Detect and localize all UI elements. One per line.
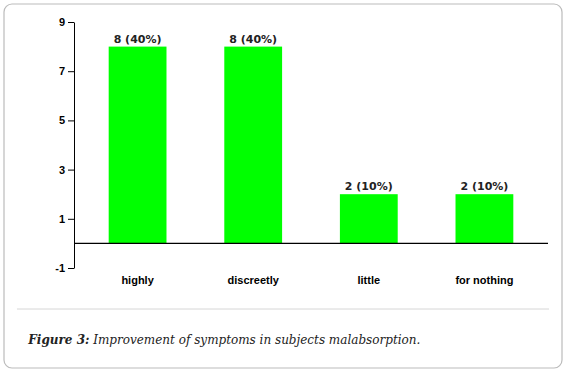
- y-tick-mark: [68, 268, 74, 269]
- y-tick-label: -1: [55, 262, 65, 274]
- bars: [109, 47, 514, 244]
- data-label: 2 (10%): [345, 180, 393, 193]
- x-tick: highly: [121, 274, 154, 286]
- x-tick: for nothing: [455, 274, 513, 286]
- data-label: 2 (10%): [460, 180, 508, 193]
- y-tick-label: 9: [59, 16, 65, 28]
- y-tick-mark: [68, 22, 74, 23]
- y-tick-mark: [68, 219, 74, 220]
- y-tick: 7: [59, 65, 74, 77]
- caption: Figure 3: Improvement of symptoms in sub…: [27, 333, 420, 347]
- data-label: 8 (40%): [114, 33, 162, 46]
- data-label: 8 (40%): [229, 33, 277, 46]
- y-tick: 9: [59, 16, 74, 28]
- plot: -1 1 3 5 7 9 highly discreetly little for nothing…: [55, 16, 548, 286]
- x-tick: little: [357, 274, 380, 286]
- x-tick-label: little: [357, 274, 380, 286]
- y-tick: 3: [59, 164, 74, 176]
- bar: [224, 47, 282, 244]
- data-labels: 8 (40%) 8 (40%) 2 (10%) 2 (10%): [114, 33, 509, 194]
- y-tick-mark: [68, 71, 74, 72]
- x-tick-label: for nothing: [455, 274, 513, 286]
- separator: [17, 309, 549, 310]
- y-tick: 5: [59, 114, 74, 126]
- title: Figure 3:: [27, 333, 89, 347]
- zero-line: [74, 243, 548, 244]
- x-tick-label: discreetly: [228, 274, 280, 286]
- y-axis-line: [74, 23, 75, 269]
- y-tick-mark: [68, 170, 74, 171]
- x-tick-label: highly: [121, 274, 154, 286]
- y-tick-label: 7: [59, 65, 65, 77]
- bar: [456, 194, 514, 243]
- x-tick: discreetly: [228, 274, 280, 286]
- chart: -1 1 3 5 7 9 highly discreetly little for nothing…: [0, 0, 566, 372]
- subtitle: Improvement of symptoms in subjects mala…: [89, 333, 420, 347]
- x-axis: highly discreetly little for nothing: [121, 274, 513, 286]
- bar: [109, 47, 167, 244]
- y-tick: -1: [55, 262, 74, 274]
- y-tick: 1: [59, 213, 74, 225]
- y-tick-label: 1: [59, 213, 65, 225]
- y-tick-label: 3: [59, 164, 65, 176]
- border: [4, 4, 562, 368]
- y-axis: -1 1 3 5 7 9: [55, 16, 74, 274]
- bar: [340, 194, 398, 243]
- y-tick-mark: [68, 120, 74, 121]
- y-tick-label: 5: [59, 114, 65, 126]
